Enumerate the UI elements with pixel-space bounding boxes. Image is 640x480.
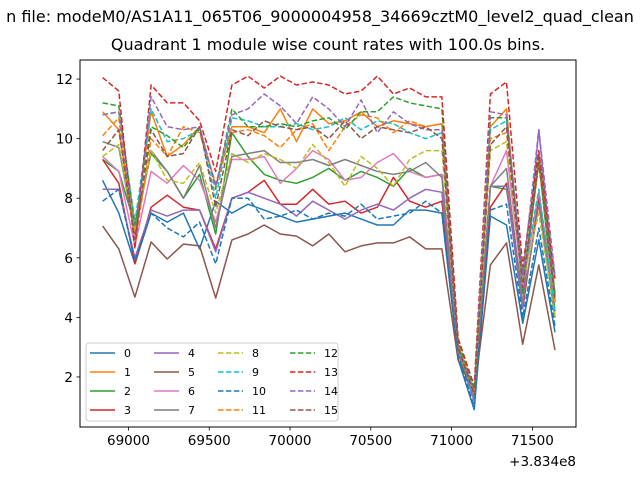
legend-frame (85, 342, 339, 422)
legend-label-8: 8 (252, 347, 259, 360)
series-lines (101, 75, 556, 411)
figure-suptitle: n file: modeM0/AS1A11_065T06_9000004958_… (6, 7, 634, 27)
series-line-10 (102, 188, 556, 408)
series-line-7 (102, 140, 556, 396)
y-tick-label: 2 (64, 370, 73, 386)
y-tick-label: 4 (64, 310, 73, 326)
y-axis: 2 4 6 8 10 12 (56, 72, 80, 386)
legend-label-3: 3 (124, 404, 131, 417)
x-tick-label: 71500 (511, 433, 554, 449)
x-tick-label: 70000 (269, 433, 312, 449)
x-tick-label: 71000 (430, 433, 473, 449)
legend-label-7: 7 (188, 404, 195, 417)
series-line-14 (102, 93, 556, 393)
x-axis-offset-label: +3.834e8 (509, 454, 576, 470)
plot-area (79, 59, 577, 428)
legend-label-6: 6 (188, 385, 195, 398)
y-tick-label: 8 (64, 191, 73, 207)
legend-label-15: 15 (324, 404, 338, 417)
legend-label-14: 14 (324, 385, 338, 398)
legend-label-1: 1 (124, 366, 131, 379)
legend-label-11: 11 (252, 404, 266, 417)
legend-label-0: 0 (124, 347, 131, 360)
legend-label-4: 4 (188, 347, 195, 360)
series-line-5 (101, 224, 556, 394)
y-tick-label: 12 (56, 72, 73, 88)
x-tick-label: 70500 (349, 433, 392, 449)
legend-label-5: 5 (188, 366, 195, 379)
series-line-8 (102, 140, 556, 396)
x-axis: 69000 69500 70000 70500 71000 71500 (107, 427, 554, 449)
chart-title: Quadrant 1 module wise count rates with … (111, 35, 545, 54)
x-tick-label: 69500 (188, 433, 231, 449)
legend-label-13: 13 (324, 366, 338, 379)
y-tick-label: 6 (64, 251, 73, 267)
x-tick-label: 69000 (107, 433, 150, 449)
legend-label-12: 12 (324, 347, 338, 360)
legend-label-2: 2 (124, 385, 131, 398)
axes-frame (79, 59, 577, 428)
series-line-9 (102, 108, 556, 399)
legend-label-9: 9 (252, 366, 259, 379)
y-tick-label: 10 (56, 132, 73, 148)
legend-label-10: 10 (252, 385, 266, 398)
